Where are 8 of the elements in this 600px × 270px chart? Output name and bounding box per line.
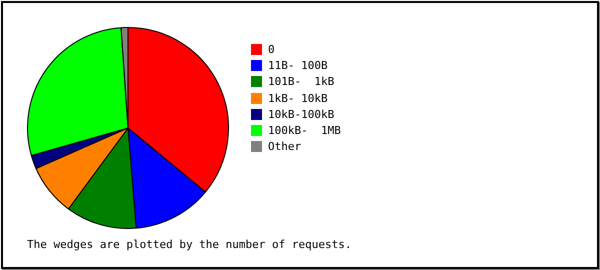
legend-label: Other [268,140,302,154]
legend-label: 0 [268,42,275,56]
text: The wedges are plotted by the number of requests. [27,238,352,251]
legend-label: 10kB-100kB [268,108,334,121]
legend-label: 101B- 1kB [268,75,334,88]
legend-label: 11B- 100B [268,58,328,72]
legend-label: 100kB- 1MB [268,124,341,138]
legend-label: 1kB- 10kB [268,92,328,105]
